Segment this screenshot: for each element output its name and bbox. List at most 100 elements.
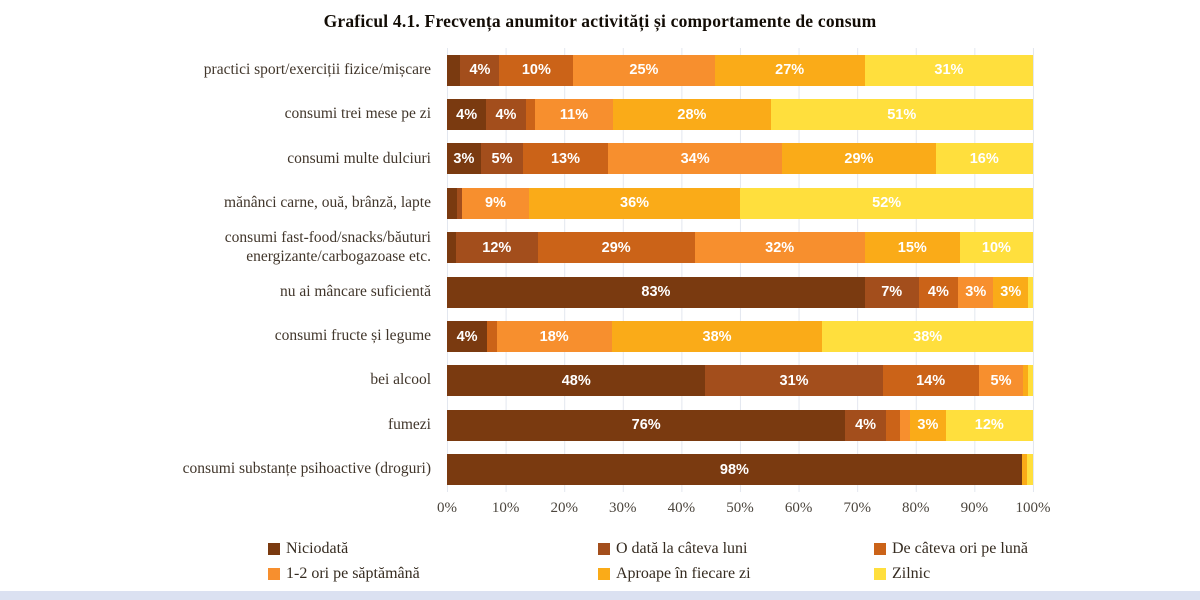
- chart-title: Graficul 4.1. Frecvența anumitor activit…: [323, 11, 877, 31]
- segment-value-label: 4%: [927, 284, 949, 301]
- segment-value-label: 38%: [702, 328, 732, 345]
- segment-value-label: 76%: [631, 417, 661, 434]
- chart-row: consumi fructe și legume 4% 18% 38% 38%: [0, 314, 1033, 358]
- chart-row: practici sport/exerciții fizice/mișcare 4…: [0, 48, 1033, 92]
- bar-segment: 76%: [447, 409, 846, 441]
- segment-value-label: 11%: [559, 106, 589, 123]
- bar-segment: 3%: [958, 276, 994, 308]
- chart-row: consumi trei mese pe zi 4% 4% 11% 28% 51%: [0, 92, 1033, 136]
- stacked-bar: 4% 18% 38% 38%: [447, 321, 1033, 353]
- segment-value-label: 52%: [872, 195, 902, 212]
- bar-segment: 31%: [864, 54, 1033, 86]
- bar-segment: [447, 54, 461, 86]
- segment-value-label: 31%: [934, 62, 964, 79]
- bar-segment: [900, 409, 911, 441]
- segment-value-label: 51%: [887, 106, 917, 123]
- stacked-bar: 48% 31% 14% 5%: [447, 365, 1033, 397]
- bar-segment: 48%: [447, 365, 706, 397]
- category-label: fumezi: [0, 416, 447, 435]
- segment-value-label: 25%: [629, 62, 659, 79]
- legend-swatch: [598, 542, 610, 555]
- bar-segment: 38%: [611, 321, 823, 353]
- category-label-text: consumi fructe și legume: [274, 327, 431, 345]
- stacked-bar: 12% 29% 32% 15% 10%: [447, 232, 1033, 264]
- segment-value-label: 3%: [917, 417, 939, 434]
- bar-segment: 3%: [910, 409, 946, 441]
- segment-value-label: 27%: [775, 62, 805, 79]
- segment-value-label: 29%: [601, 239, 631, 256]
- category-label: practici sport/exerciții fizice/mișcare: [0, 61, 447, 80]
- bar-segment: [525, 99, 535, 131]
- category-label: consumi trei mese pe zi: [0, 105, 447, 124]
- bar-segment: 5%: [978, 365, 1024, 397]
- chart-row: mănânci carne, ouă, brânză, lapte 9% 36% 52…: [0, 181, 1033, 225]
- bar-segment: 25%: [573, 54, 715, 86]
- stacked-bar: 3% 5% 13% 34% 29% 16%: [447, 143, 1033, 175]
- bar-segment: 51%: [770, 99, 1033, 131]
- bar-segment: 98%: [447, 454, 1022, 486]
- segment-value-label: 34%: [680, 150, 710, 167]
- bar-segment: [1027, 454, 1033, 486]
- bar-segment: 3%: [447, 143, 481, 175]
- chart-row: consumi fast-food/snacks/băuturi energiz…: [0, 226, 1033, 270]
- category-label-text: consumi multe dulciuri: [287, 149, 431, 167]
- legend-label: Aproape în fiecare zi: [616, 564, 751, 582]
- category-label-text: consumi fast-food/snacks/băuturi energiz…: [224, 228, 431, 265]
- legend-swatch: [268, 567, 280, 580]
- bar-segment: 4%: [845, 409, 886, 441]
- category-label-text: fumezi: [387, 415, 431, 433]
- category-label: mănânci carne, ouă, brânză, lapte: [0, 194, 447, 213]
- bar-segment: [885, 409, 901, 441]
- segment-value-label: 13%: [550, 150, 581, 167]
- segment-value-label: 38%: [913, 328, 943, 345]
- segment-value-label: 3%: [453, 150, 475, 167]
- segment-value-label: 10%: [981, 239, 1011, 256]
- segment-value-label: 98%: [719, 461, 749, 478]
- legend: Niciodată O dată la câteva luni De câteva …: [268, 536, 1058, 586]
- legend-item: Aproape în fiecare zi: [598, 565, 874, 583]
- segment-value-label: 48%: [561, 372, 591, 389]
- bar-segment: 34%: [607, 143, 783, 175]
- bar-segment: 4%: [918, 276, 959, 308]
- bar-segment: 11%: [534, 99, 614, 131]
- segment-value-label: 28%: [677, 106, 707, 123]
- category-label-text: nu ai mâncare suficientă: [279, 282, 431, 300]
- bar-segment: 14%: [882, 365, 979, 397]
- bar-segment: 7%: [864, 276, 919, 308]
- segment-value-label: 15%: [897, 239, 927, 256]
- bar-segment: 10%: [959, 232, 1033, 264]
- bar-segment: 3%: [993, 276, 1029, 308]
- chart-row: nu ai mâncare suficientă 83% 7% 4% 3% 3%: [0, 270, 1033, 314]
- bar-segment: 4%: [460, 54, 500, 86]
- segment-value-label: 14%: [916, 372, 946, 389]
- x-tick-label: 40%: [667, 500, 696, 516]
- category-label: consumi fast-food/snacks/băuturi energiz…: [0, 229, 447, 267]
- stacked-bar: 98%: [447, 454, 1033, 486]
- segment-value-label: 29%: [844, 150, 874, 167]
- x-tick-label: 60%: [784, 500, 813, 516]
- segment-value-label: 5%: [990, 372, 1012, 389]
- stacked-bar: 76% 4% 3% 12%: [447, 409, 1033, 441]
- x-tick-label: 10%: [491, 500, 520, 516]
- bar-segment: 29%: [537, 232, 695, 264]
- bar-segment: 12%: [945, 409, 1033, 441]
- legend-label: Niciodată: [286, 539, 349, 557]
- segment-value-label: 7%: [881, 284, 903, 301]
- category-label: consumi multe dulciuri: [0, 150, 447, 169]
- stacked-bar: 4% 10% 25% 27% 31%: [447, 54, 1033, 86]
- category-label: consumi fructe și legume: [0, 327, 447, 346]
- bar-segment: 31%: [705, 365, 883, 397]
- bar-segment: 10%: [499, 54, 574, 86]
- stacked-bar: 83% 7% 4% 3% 3%: [447, 276, 1033, 308]
- bar-segment: 18%: [496, 321, 612, 353]
- legend-item: Zilnic: [874, 565, 1058, 583]
- segment-value-label: 12%: [482, 239, 512, 256]
- bar-segment: 28%: [613, 99, 771, 131]
- segment-value-label: 4%: [855, 417, 877, 434]
- bar-segment: [487, 321, 497, 353]
- x-tick-label: 50%: [726, 500, 754, 516]
- x-tick-label: 70%: [843, 500, 871, 516]
- bar-segment: 9%: [462, 187, 529, 219]
- legend-item: Niciodată: [268, 540, 598, 558]
